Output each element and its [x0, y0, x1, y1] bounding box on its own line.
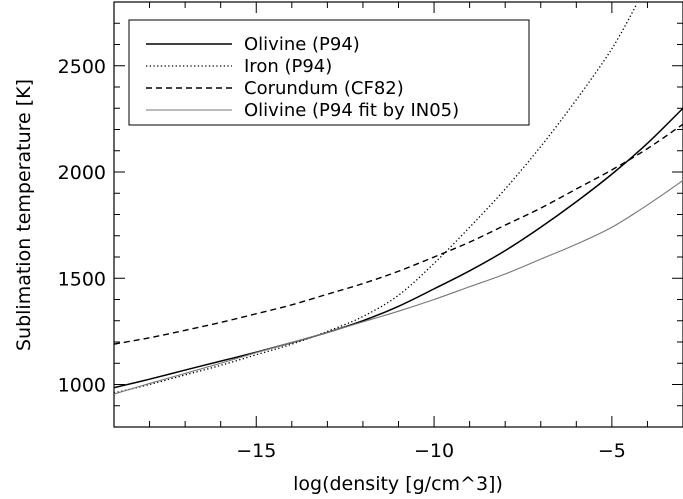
y-axis-label: Sublimation temperature [K]: [13, 79, 35, 351]
legend-label: Corundum (CF82): [244, 78, 404, 99]
legend: Olivine (P94)Iron (P94)Corundum (CF82)Ol…: [128, 19, 530, 126]
x-axis-label: log(density [g/cm^3]): [293, 473, 503, 495]
legend-iron-p94: Iron (P94): [146, 56, 332, 77]
series-olivine-fit-in05: [114, 180, 683, 395]
y-tick-label: 1500: [58, 268, 106, 290]
legend-label: Olivine (P94 fit by IN05): [244, 100, 459, 121]
series-iron-p94: [114, 3, 638, 394]
y-tick-label: 2000: [58, 162, 106, 184]
y-tick-label: 1000: [58, 375, 106, 397]
series-lines: [114, 3, 683, 395]
x-tick-label: −15: [236, 440, 276, 462]
legend-label: Olivine (P94): [244, 34, 360, 55]
legend-corundum-cf82: Corundum (CF82): [146, 78, 404, 99]
legend-olivine-fit-in05: Olivine (P94 fit by IN05): [146, 100, 459, 121]
legend-box: [128, 19, 530, 126]
legend-label: Iron (P94): [244, 56, 332, 77]
x-tick-label: −5: [598, 440, 626, 462]
y-tick-label: 2500: [58, 56, 106, 78]
series-olivine-p94: [114, 107, 683, 389]
tick-marks: [113, 2, 683, 427]
series-corundum-cf82: [114, 123, 683, 345]
legend-olivine-p94: Olivine (P94): [146, 34, 360, 55]
x-tick-label: −10: [414, 440, 454, 462]
